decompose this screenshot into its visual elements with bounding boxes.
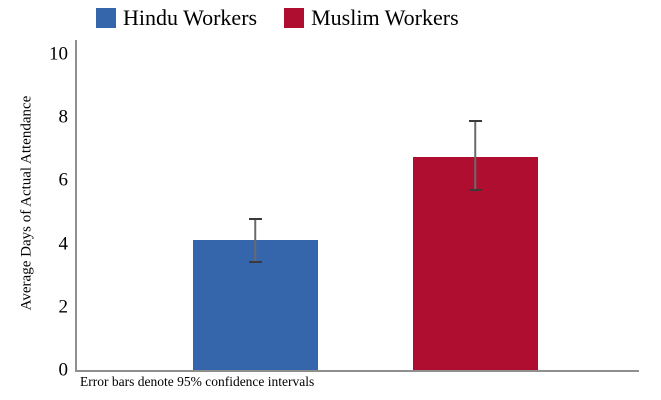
legend: Hindu Workers Muslim Workers <box>96 7 459 29</box>
y-axis-tick-label: 0 <box>58 359 69 381</box>
plot-area <box>75 40 639 372</box>
y-axis-tick-label: 2 <box>58 296 69 318</box>
legend-label-muslim: Muslim Workers <box>311 5 459 30</box>
y-axis-tick-label: 6 <box>58 169 69 191</box>
error-bar-muslim-workers <box>468 120 482 192</box>
error-bar-hindu-workers <box>248 218 262 263</box>
legend-swatch-muslim-icon <box>284 8 305 28</box>
legend-swatch-hindu-icon <box>96 8 116 28</box>
legend-item-muslim-workers: Muslim Workers <box>284 7 459 29</box>
y-axis-title: Average Days of Actual Attendance <box>18 95 35 311</box>
bar-muslim-workers <box>412 156 538 370</box>
legend-item-hindu-workers: Hindu Workers <box>96 7 257 29</box>
y-axis-tick-label: 4 <box>58 233 69 255</box>
legend-label-hindu: Hindu Workers <box>123 5 258 30</box>
y-axis-tick-label: 10 <box>49 43 68 65</box>
y-axis-tick-label: 8 <box>58 106 69 128</box>
error-bar-footnote: Error bars denote 95% confidence interva… <box>80 374 315 389</box>
